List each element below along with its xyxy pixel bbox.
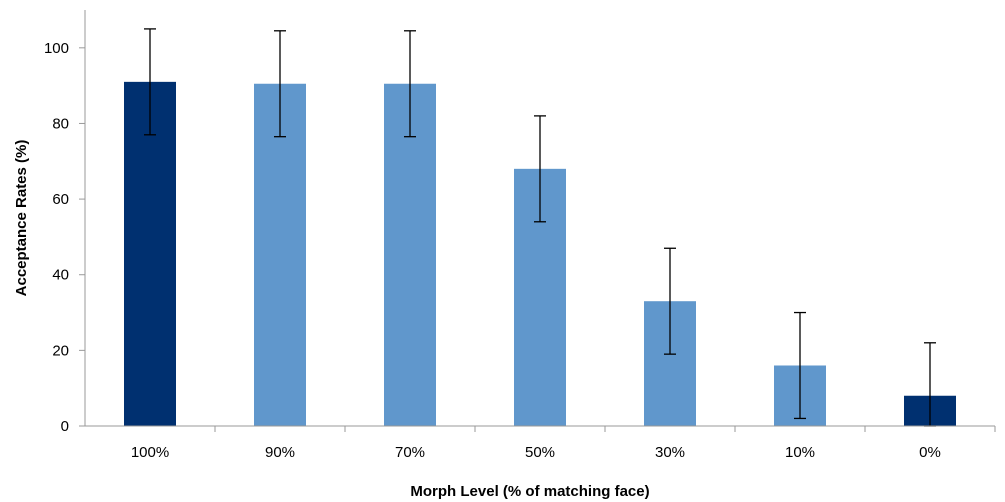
error-bar bbox=[144, 28, 156, 136]
y-tick-label: 20 bbox=[52, 342, 69, 359]
y-tick-label: 0 bbox=[61, 418, 69, 435]
error-bar bbox=[534, 115, 546, 223]
bar-90% bbox=[254, 83, 306, 426]
y-tick-label: 60 bbox=[52, 191, 69, 208]
bar-100% bbox=[124, 81, 176, 426]
x-tick-label: 50% bbox=[525, 444, 555, 461]
x-tick-label: 0% bbox=[919, 444, 941, 461]
error-bar bbox=[274, 30, 286, 138]
error-bars bbox=[144, 28, 936, 427]
x-axis-title: Morph Level (% of matching face) bbox=[410, 483, 649, 500]
x-tick-label: 70% bbox=[395, 444, 425, 461]
y-axis-ticks: 0 20 40 60 80 100 bbox=[44, 40, 85, 435]
y-axis-title: Acceptance Rates (%) bbox=[13, 140, 30, 297]
error-bar bbox=[404, 30, 416, 138]
y-tick-label: 40 bbox=[52, 267, 69, 284]
error-bar bbox=[794, 311, 806, 420]
bar-70% bbox=[384, 83, 436, 426]
x-tick-label: 100% bbox=[131, 444, 169, 461]
x-tick-label: 10% bbox=[785, 444, 815, 461]
y-tick-label: 80 bbox=[52, 115, 69, 132]
error-bar bbox=[664, 247, 676, 355]
x-axis-ticks: 100% 90% 70% 50% 30% 10% 0% bbox=[131, 426, 996, 461]
y-tick-label: 100 bbox=[44, 40, 69, 57]
x-tick-label: 30% bbox=[655, 444, 685, 461]
x-tick-label: 90% bbox=[265, 444, 295, 461]
